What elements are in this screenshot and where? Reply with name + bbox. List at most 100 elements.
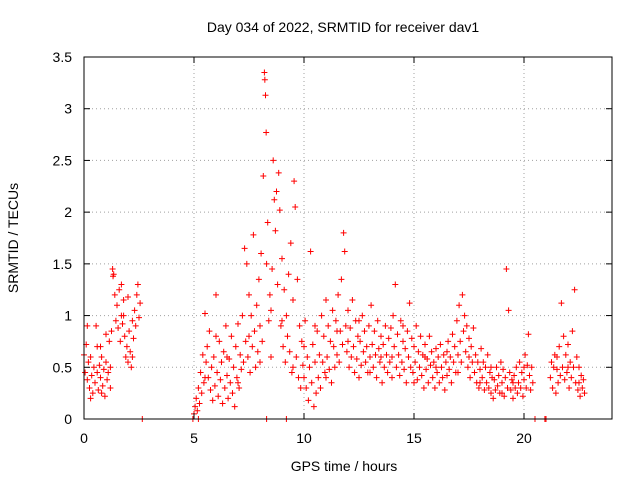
data-point [196, 400, 203, 407]
data-point [428, 348, 435, 355]
data-point [430, 359, 437, 366]
data-point [552, 390, 559, 397]
data-point [263, 129, 270, 136]
data-point [288, 369, 295, 376]
data-point [208, 364, 215, 371]
data-point [266, 291, 273, 298]
data-point [460, 328, 467, 335]
data-point [427, 362, 434, 369]
data-point [480, 359, 487, 366]
data-point [301, 374, 307, 381]
data-point [567, 359, 574, 366]
data-point [568, 374, 575, 381]
data-point [273, 188, 280, 195]
y-axis-label: SRMTID / TECUs [5, 183, 21, 293]
data-point [422, 353, 428, 360]
data-point [500, 366, 507, 373]
data-point [310, 403, 317, 410]
data-point [125, 359, 131, 366]
data-point [368, 302, 375, 309]
data-point [438, 364, 445, 371]
data-point [560, 333, 567, 340]
data-point [302, 317, 309, 324]
data-point [199, 351, 206, 358]
data-point [106, 338, 113, 345]
data-point [230, 364, 237, 371]
data-point [519, 393, 526, 400]
data-point [521, 364, 527, 371]
data-point [265, 317, 272, 324]
data-point [206, 328, 213, 335]
data-point [478, 345, 485, 352]
data-point [318, 312, 325, 319]
data-point [254, 348, 261, 355]
data-point [293, 353, 300, 360]
data-point [385, 335, 392, 342]
data-point [448, 379, 455, 386]
data-point [386, 359, 393, 366]
data-point [131, 307, 138, 314]
data-point [284, 333, 291, 340]
data-point [132, 322, 139, 329]
data-point [387, 324, 394, 331]
data-point [389, 374, 395, 381]
data-point [550, 364, 557, 371]
data-point [510, 395, 516, 402]
data-point [324, 353, 331, 360]
grid-lines [84, 57, 612, 419]
data-point [314, 328, 321, 335]
data-point [466, 335, 472, 342]
data-point [332, 317, 339, 324]
data-point [488, 364, 494, 371]
data-point [110, 271, 117, 278]
data-point [504, 384, 511, 391]
data-point [566, 384, 573, 391]
data-point [298, 338, 305, 345]
data-point [279, 317, 285, 324]
data-point [563, 369, 570, 376]
data-point [299, 362, 306, 369]
data-point [120, 297, 127, 304]
data-point [121, 333, 128, 340]
data-point [356, 374, 362, 381]
y-tick-label: 0 [64, 411, 72, 427]
data-point [490, 395, 497, 402]
data-point [251, 328, 258, 335]
data-point [391, 343, 398, 350]
data-point [228, 333, 235, 340]
data-point [305, 397, 312, 404]
data-point [378, 353, 384, 360]
data-point [86, 384, 93, 391]
data-point [495, 372, 502, 379]
data-point [261, 76, 268, 83]
data-point [100, 366, 107, 373]
data-point [244, 353, 251, 360]
data-point [285, 271, 292, 278]
data-point [128, 364, 135, 371]
data-point [202, 374, 208, 381]
data-point [92, 379, 98, 386]
data-point [466, 353, 472, 360]
data-point [331, 364, 338, 371]
data-point [353, 356, 360, 363]
data-point [262, 92, 269, 99]
data-point [276, 207, 283, 214]
data-point [367, 369, 373, 376]
data-point [259, 338, 266, 345]
data-point [413, 322, 420, 329]
data-point [447, 353, 454, 360]
data-point [303, 384, 310, 391]
data-point [547, 374, 554, 381]
data-point [397, 317, 404, 324]
data-point [232, 343, 239, 350]
data-point [242, 338, 249, 345]
data-point [127, 348, 134, 355]
data-point [527, 387, 534, 394]
data-point [295, 374, 302, 381]
data-point [108, 328, 115, 335]
data-point [343, 348, 350, 355]
data-point [444, 348, 450, 355]
data-point [457, 338, 464, 345]
data-point [505, 307, 512, 314]
data-point [215, 393, 222, 400]
